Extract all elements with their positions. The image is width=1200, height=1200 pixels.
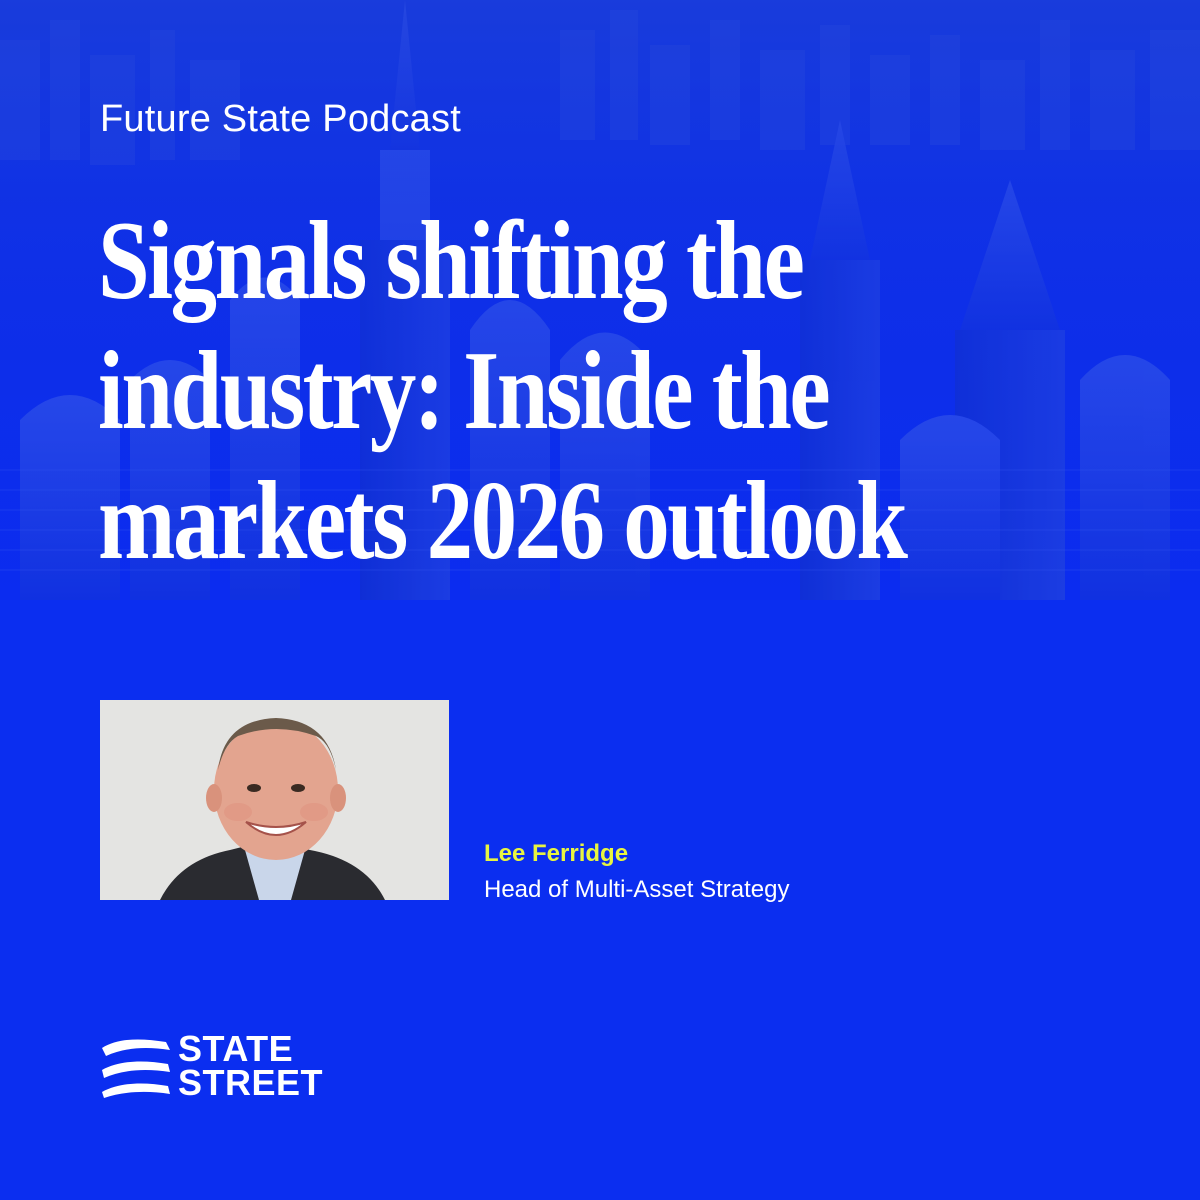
logo-wordmark: STATE STREET: [178, 1028, 324, 1103]
speaker-job-title: Head of Multi-Asset Strategy: [484, 876, 790, 903]
headline-line-2: industry: Inside the: [98, 329, 831, 453]
headline-line-1: Signals shifting the: [98, 199, 805, 323]
state-street-logo: STATE STREET: [100, 1028, 360, 1104]
skyline-illustration: [0, 0, 1200, 600]
speaker-photo: [100, 700, 449, 900]
episode-headline: Signals shifting the industry: Inside th…: [98, 196, 978, 586]
waves-logo-icon: [102, 1039, 170, 1098]
city-skyline-background: [0, 0, 1200, 600]
speaker-name: Lee Ferridge: [484, 840, 629, 867]
logo-text-line-2: STREET: [178, 1062, 324, 1103]
logo-text-line-1: STATE: [178, 1028, 294, 1069]
headline-line-3: markets 2026 outlook: [98, 459, 908, 583]
portrait-photo: [100, 700, 449, 900]
podcast-label: Future State Podcast: [100, 98, 461, 140]
